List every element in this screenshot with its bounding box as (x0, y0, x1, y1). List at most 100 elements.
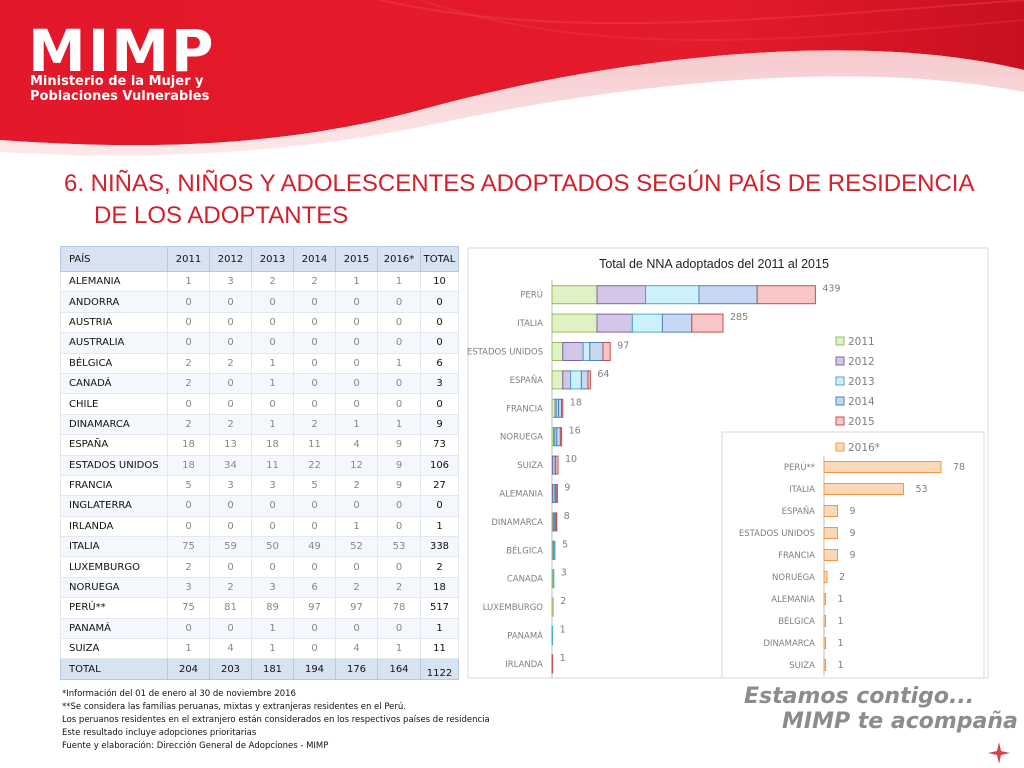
value-cell: 0 (251, 556, 294, 578)
country-cell: FRANCIA (60, 474, 168, 497)
value-cell: 52 (335, 536, 378, 558)
country-cell: ITALIA (60, 536, 168, 558)
total-value-cell: 181 (251, 658, 294, 680)
total-cell: 10 (420, 270, 459, 293)
value-cell: 0 (377, 372, 421, 395)
value-cell: 0 (335, 617, 378, 640)
value-cell: 1 (377, 413, 421, 436)
value-label: 9 (850, 550, 856, 561)
value-cell: 2 (209, 413, 252, 436)
category-label: FRANCIA (778, 551, 815, 561)
value-cell: 11 (293, 434, 336, 456)
table-row: ALEMANIA 1 3 2 2 1 1 10 (60, 270, 459, 293)
value-cell: 59 (209, 536, 252, 558)
table-row: INGLATERRA 0 0 0 0 0 0 0 (60, 495, 459, 517)
bar-2013 (553, 540, 556, 560)
bar-2015 (587, 370, 591, 390)
value-cell: 0 (293, 495, 336, 517)
value-cell: 0 (377, 617, 421, 640)
value-cell: 9 (377, 474, 421, 497)
bar-2013 (570, 370, 582, 390)
legend-swatch (835, 442, 845, 452)
header-2016: 2016* (377, 246, 421, 272)
page-title-line2: DE LOS ADOPTANTES (94, 202, 349, 229)
table-row: ESTADOS UNIDOS 18 34 11 22 12 9 106 (60, 454, 459, 476)
country-cell: AUSTRALIA (60, 332, 168, 354)
country-cell: IRLANDA (60, 515, 168, 538)
value-cell: 1 (167, 638, 210, 660)
legend-swatch (835, 356, 845, 366)
total-cell: 0 (420, 291, 459, 313)
value-cell: 1 (167, 270, 210, 293)
value-cell: 0 (167, 291, 210, 313)
organization-name: Ministerio de la Mujer y Poblaciones Vul… (30, 74, 209, 104)
total-value-cell: 1122 (420, 658, 459, 680)
total-label: 285 (730, 312, 748, 323)
legend-label: 2016* (848, 442, 880, 454)
value-cell: 0 (293, 291, 336, 313)
category-label: PERÚ (520, 289, 543, 301)
table-total-row: TOTAL 204 203 181 194 176 164 1122 (60, 658, 459, 680)
total-label: 18 (570, 397, 582, 408)
value-cell: 0 (209, 617, 252, 640)
legend-label: 2015 (848, 416, 875, 428)
category-label: ITALIA (517, 319, 543, 329)
bar-2016 (823, 549, 838, 561)
total-label: 439 (822, 284, 840, 295)
value-label: 1 (838, 638, 844, 649)
value-cell: 0 (293, 515, 336, 538)
total-label: TOTAL (60, 658, 168, 680)
footnote: Fuente y elaboración: Dirección General … (62, 741, 329, 751)
value-cell: 0 (293, 332, 336, 354)
mimp-logo: MIMP (28, 17, 216, 85)
value-cell: 75 (167, 536, 210, 558)
value-label: 53 (916, 484, 928, 495)
total-label: 64 (597, 369, 609, 380)
value-cell: 2 (167, 372, 210, 395)
bar-2016 (823, 659, 826, 671)
value-cell: 0 (335, 556, 378, 578)
page-title-line1: 6. NIÑAS, NIÑOS Y ADOLESCENTES ADOPTADOS… (64, 170, 975, 197)
footnote: **Se considera las familias peruanas, mi… (62, 702, 406, 712)
category-label: PERÚ** (784, 461, 815, 473)
footnote: *Información del 01 de enero al 30 de no… (62, 689, 296, 699)
total-value-cell: 204 (167, 658, 210, 680)
total-label: 1 (560, 653, 566, 664)
value-cell: 18 (251, 434, 294, 456)
header-banner (0, 0, 1024, 156)
table-header-row: PAÍS 2011 2012 2013 2014 2015 2016* TOTA… (60, 246, 459, 272)
value-cell: 0 (335, 393, 378, 415)
legend-swatch (835, 416, 845, 426)
header-2015: 2015 (335, 246, 378, 272)
category-label: ESTADOS UNIDOS (739, 529, 815, 539)
table-row: AUSTRIA 0 0 0 0 0 0 0 (60, 311, 459, 334)
value-cell: 0 (251, 311, 294, 334)
organization-name-line1: Ministerio de la Mujer y (30, 74, 204, 89)
value-cell: 0 (251, 291, 294, 313)
bar-2014 (589, 342, 604, 361)
value-cell: 2 (167, 352, 210, 374)
legend-label: 2011 (848, 336, 875, 348)
category-label: NORUEGA (500, 433, 543, 443)
adoptions-table: PAÍS 2011 2012 2013 2014 2015 2016* TOTA… (60, 246, 459, 680)
value-cell: 34 (209, 454, 252, 476)
bar-2012 (596, 313, 633, 333)
value-cell: 0 (377, 495, 421, 517)
bar-2016 (823, 527, 838, 539)
bar-2016 (823, 615, 826, 627)
total-cell: 106 (420, 454, 459, 476)
table-body: ALEMANIA 1 3 2 2 1 1 10 ANDORRA 0 0 0 0 0 0 0 AUSTRIA 0 0 0… (60, 270, 459, 680)
total-label: 1 (560, 625, 566, 636)
bar-2014 (556, 427, 561, 447)
value-cell: 0 (377, 291, 421, 313)
total-label: 16 (569, 426, 581, 437)
bar-2013 (645, 285, 700, 305)
bar-2011 (551, 313, 598, 333)
bar-2014 (661, 313, 693, 333)
bar-2012 (562, 370, 572, 390)
value-cell: 89 (251, 597, 294, 619)
header-2013: 2013 (251, 246, 294, 272)
country-cell: BÉLGICA (60, 352, 168, 374)
value-cell: 3 (209, 474, 252, 497)
